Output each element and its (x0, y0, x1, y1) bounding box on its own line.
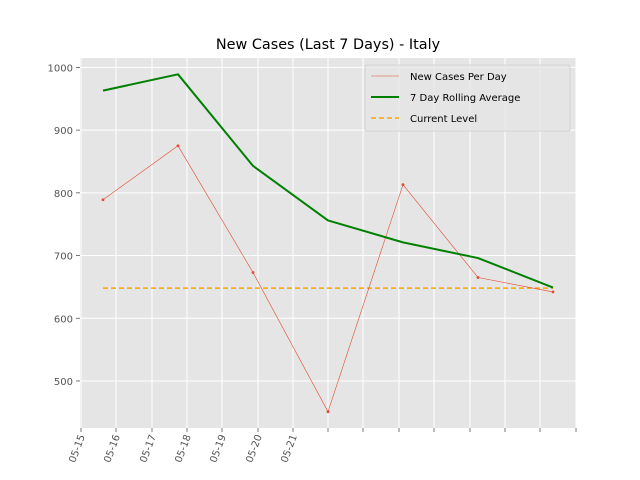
data-point (326, 410, 330, 414)
y-tick-label: 1000 (48, 63, 73, 74)
data-point (176, 144, 180, 148)
y-tick-labels: 500 600 700 800 900 1000 (48, 63, 73, 388)
series-line-1 (102, 73, 554, 289)
x-tick-label: 05-15 (68, 433, 88, 464)
y-tick-label: 900 (54, 126, 73, 137)
data-point (101, 198, 105, 202)
legend-label: Current Level (410, 114, 477, 125)
data-point (401, 183, 405, 187)
legend-frame (364, 64, 571, 132)
legend-label: New Cases Per Day (410, 72, 507, 83)
x-tick-label: 05-17 (139, 433, 159, 464)
series-layer (101, 73, 555, 414)
x-tick-labels: 05-15 05-16 05-17 05-18 05-19 05-20 05-21 (68, 433, 300, 464)
x-tick-label: 05-21 (280, 433, 300, 464)
x-tick-label: 05-20 (245, 433, 265, 464)
x-tick-label: 05-19 (209, 433, 229, 464)
data-point (551, 290, 555, 294)
legend-label: 7 Day Rolling Average (410, 93, 520, 104)
legend: New Cases Per Day 7 Day Rolling Average Cu… (364, 64, 571, 132)
data-point (476, 276, 480, 279)
y-tick-label: 600 (54, 314, 73, 325)
axis-ticks (76, 67, 577, 432)
x-tick-label: 05-16 (103, 433, 123, 464)
y-tick-label: 700 (54, 252, 73, 263)
x-tick-label: 05-18 (174, 433, 194, 464)
data-point (251, 271, 255, 274)
chart-title: New Cases (Last 7 Days) - Italy (216, 37, 441, 53)
y-tick-label: 800 (54, 189, 73, 200)
y-tick-label: 500 (54, 377, 73, 388)
